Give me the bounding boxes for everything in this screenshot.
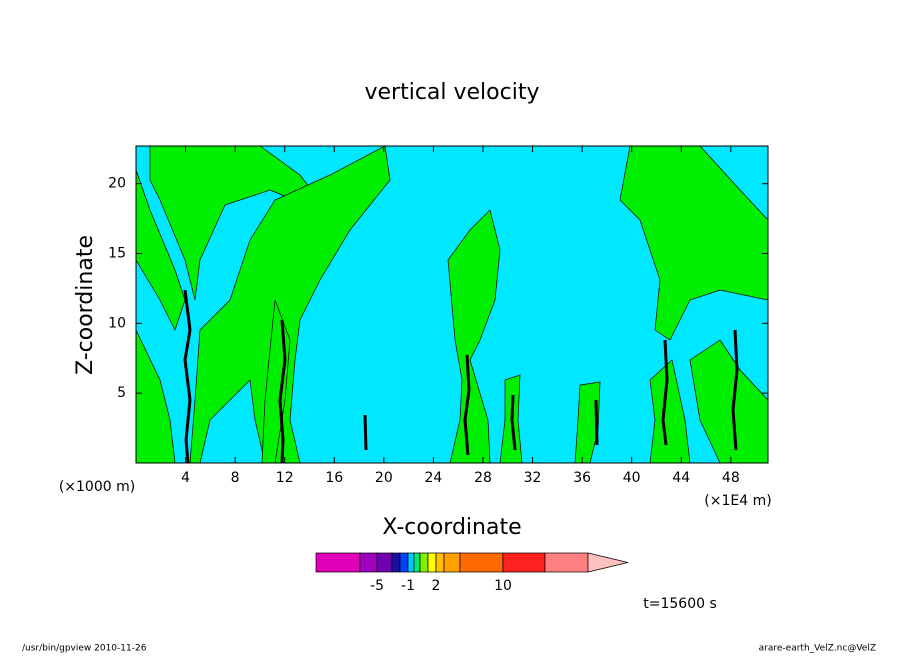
x-tick-label: 16 xyxy=(325,470,343,486)
y-tick-label: 10 xyxy=(108,315,126,331)
colorbar-extension xyxy=(587,552,629,573)
chart-title: vertical velocity xyxy=(364,80,539,105)
colorbar-segment xyxy=(376,552,393,573)
colorbar-segment xyxy=(443,552,461,573)
x-tick-label: 24 xyxy=(424,470,442,486)
x-unit-note-right: (×1E4 m) xyxy=(704,493,771,509)
x-tick-label: 48 xyxy=(722,470,740,486)
x-axis-label: X-coordinate xyxy=(382,515,521,540)
colorbar-segment xyxy=(502,552,546,573)
y-tick-label: 20 xyxy=(108,176,126,192)
colorbar-segment xyxy=(391,552,401,573)
colorbar-tick-label: -5 xyxy=(370,578,384,594)
colorbar-segment xyxy=(407,552,415,573)
colorbar-tick-label: 10 xyxy=(494,578,512,594)
x-tick-label: 36 xyxy=(573,470,591,486)
x-tick-label: 32 xyxy=(524,470,542,486)
x-tick-label: 20 xyxy=(375,470,393,486)
colorbar-segment xyxy=(419,552,429,573)
colorbar-segment xyxy=(315,552,361,573)
colorbar-segment xyxy=(359,552,378,573)
y-axis-label: Z-coordinate xyxy=(73,235,98,375)
x-tick-label: 8 xyxy=(231,470,240,486)
x-tick-label: 44 xyxy=(672,470,690,486)
colorbar-segment xyxy=(459,552,504,573)
colorbar-tick-label: 2 xyxy=(432,578,441,594)
footer-left: /usr/bin/gpview 2010-11-26 xyxy=(22,644,147,654)
x-tick-label: 12 xyxy=(276,470,294,486)
y-tick-label: 15 xyxy=(108,246,126,262)
x-unit-note: (×1000 m) xyxy=(59,479,135,495)
colorbar-tick-label: -1 xyxy=(401,578,415,594)
x-tick-label: 28 xyxy=(474,470,492,486)
contour-field xyxy=(135,145,769,464)
colorbar-segment xyxy=(427,552,437,573)
footer-right: arare-earth_VelZ.nc@VelZ xyxy=(759,644,876,654)
colorbar-segment xyxy=(413,552,421,573)
colorbar-segment xyxy=(435,552,445,573)
x-tick-label: 40 xyxy=(623,470,641,486)
colorbar-segment xyxy=(399,552,409,573)
plot-frame xyxy=(135,145,769,464)
x-tick-label: 4 xyxy=(181,470,190,486)
time-label: t=15600 s xyxy=(643,596,717,612)
colorbar-segment xyxy=(544,552,589,573)
y-tick-label: 5 xyxy=(117,385,126,401)
